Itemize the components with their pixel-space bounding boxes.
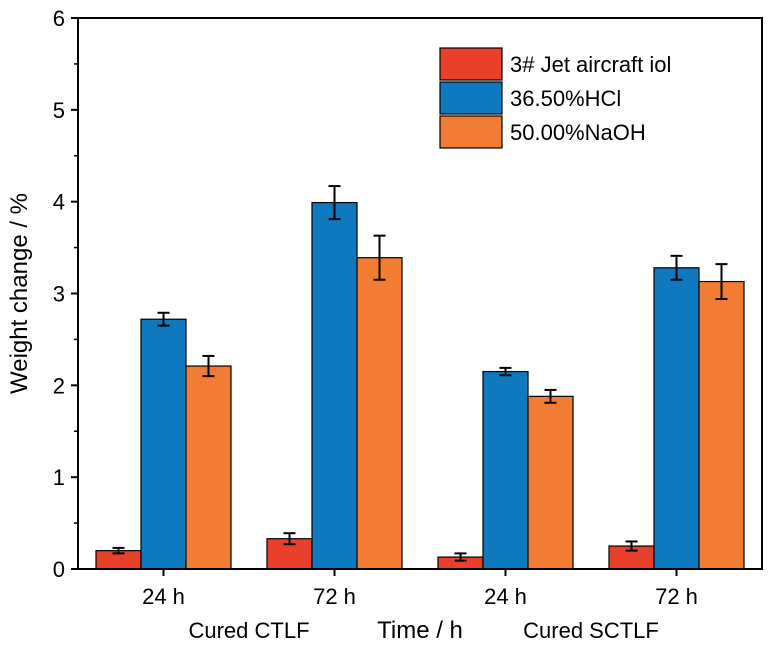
legend-label: 3# Jet aircraft iol	[510, 52, 671, 77]
bar	[653, 267, 700, 570]
y-tick-label: 2	[53, 373, 65, 398]
bar	[698, 280, 745, 570]
error-bar	[454, 552, 467, 562]
legend-swatch	[439, 81, 503, 115]
error-bar	[499, 366, 512, 377]
legend-item: 3# Jet aircraft iol	[439, 47, 671, 81]
y-tick-label: 5	[53, 98, 65, 123]
y-tick-label: 0	[53, 557, 65, 582]
legend: 3# Jet aircraft iol 36.50%HCl 50.00%NaOH	[439, 47, 671, 149]
x-tick-label: 72 h	[313, 584, 356, 609]
y-axis-title: Weight change / %	[6, 193, 33, 394]
error-bar	[328, 185, 341, 221]
bar	[527, 395, 574, 570]
legend-swatch	[439, 47, 503, 81]
error-bars-layer	[112, 185, 728, 562]
x-tick-label: 24 h	[142, 584, 185, 609]
group-label: Cured CTLF	[188, 618, 309, 643]
bar	[356, 257, 403, 570]
error-bar	[283, 532, 296, 546]
error-bar	[670, 254, 683, 281]
x-tick-label: 24 h	[484, 584, 527, 609]
axis-ticks: 24 h 72 h 24 h 72 h 0 1 2 3 4 5 6	[53, 6, 698, 609]
y-tick-label: 3	[53, 282, 65, 307]
legend-item: 36.50%HCl	[439, 81, 621, 115]
legend-item: 50.00%NaOH	[439, 115, 646, 149]
legend-swatch	[439, 115, 503, 149]
bar	[140, 318, 187, 570]
x-axis-title: Time / h	[377, 617, 463, 644]
bars-layer	[95, 201, 745, 570]
group-labels: Cured CTLF Cured SCTLF	[188, 618, 658, 643]
error-bar	[544, 388, 557, 404]
error-bar	[625, 540, 638, 552]
error-bar	[373, 234, 386, 281]
y-tick-label: 1	[53, 465, 65, 490]
bar	[311, 201, 358, 570]
x-tick-label: 72 h	[655, 584, 698, 609]
legend-label: 36.50%HCl	[510, 86, 621, 111]
error-bar	[112, 546, 125, 555]
error-bar	[157, 311, 170, 327]
bar	[482, 370, 529, 570]
legend-label: 50.00%NaOH	[510, 120, 646, 145]
error-bar	[715, 263, 728, 301]
bar	[185, 365, 232, 570]
y-tick-label: 4	[53, 190, 65, 215]
group-label: Cured SCTLF	[523, 618, 659, 643]
y-tick-label: 6	[53, 6, 65, 31]
error-bar	[202, 354, 215, 378]
